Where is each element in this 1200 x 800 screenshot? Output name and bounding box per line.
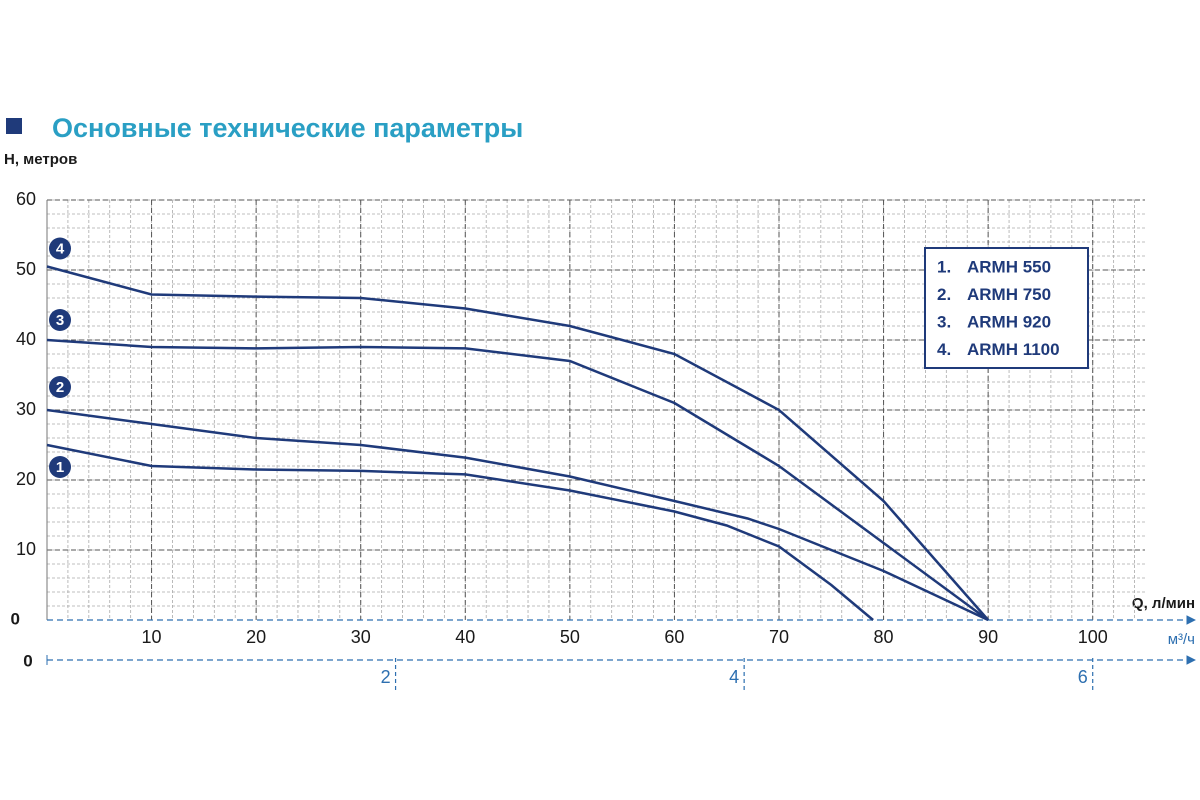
series-marker (49, 237, 71, 260)
y-tick-label: 40 (16, 329, 36, 349)
legend: 1. ARMH 550 2. ARMH 750 3. ARMH 920 4. ARMH 110… (924, 247, 1089, 369)
title-icon (6, 118, 22, 134)
x2-axis-label: м³/ч (1168, 631, 1195, 648)
x-tick-label: 30 (351, 627, 371, 647)
curve (46, 443, 874, 621)
x-tick-label: 100 (1078, 627, 1108, 647)
y-tick-label: 20 (16, 469, 36, 489)
curve (46, 408, 989, 622)
legend-number: 4. (937, 340, 951, 359)
series-marker (49, 309, 71, 331)
y-axis-label: H, метров (4, 151, 77, 168)
legend-label: ARMH 750 (967, 285, 1051, 304)
x-tick-label: 70 (769, 627, 789, 647)
y-tick-label: 50 (16, 259, 36, 279)
chart-title: Основные технические параметры (52, 113, 523, 143)
x-axis-label: Q, л/мин (1132, 595, 1195, 612)
x-tick-label: 50 (560, 627, 580, 647)
x-tick-label: 40 (455, 627, 475, 647)
series-marker-label: 4 (56, 240, 65, 257)
curve (46, 338, 989, 622)
series-marker (49, 456, 71, 478)
legend-box (924, 247, 1089, 369)
legend-number: 3. (937, 312, 951, 331)
y-tick-label: 0 (11, 609, 20, 628)
legend-number: 2. (937, 285, 951, 304)
series-marker-label: 1 (56, 459, 64, 476)
x2-tick-label: 0 (23, 651, 32, 670)
curve (46, 265, 990, 621)
legend-number: 1. (937, 257, 951, 276)
x2-tick-label: 6 (1078, 667, 1088, 687)
x-tick-label: 80 (874, 627, 894, 647)
x-tick-label: 60 (664, 627, 684, 647)
series-marker (49, 376, 71, 398)
legend-label: ARMH 1100 (967, 340, 1060, 359)
series-marker-label: 3 (56, 312, 64, 329)
x2-tick-label: 4 (729, 667, 739, 687)
x2-tick-label: 2 (381, 667, 391, 687)
x-tick-label: 20 (246, 627, 266, 647)
series-marker-label: 2 (56, 379, 64, 396)
y-tick-label: 60 (16, 189, 36, 209)
x-tick-label: 10 (142, 627, 162, 647)
y-tick-label: 30 (16, 399, 36, 419)
legend-label: ARMH 550 (967, 257, 1051, 276)
y-tick-label: 10 (16, 539, 36, 559)
x-tick-label: 90 (978, 627, 998, 647)
legend-label: ARMH 920 (967, 312, 1051, 331)
